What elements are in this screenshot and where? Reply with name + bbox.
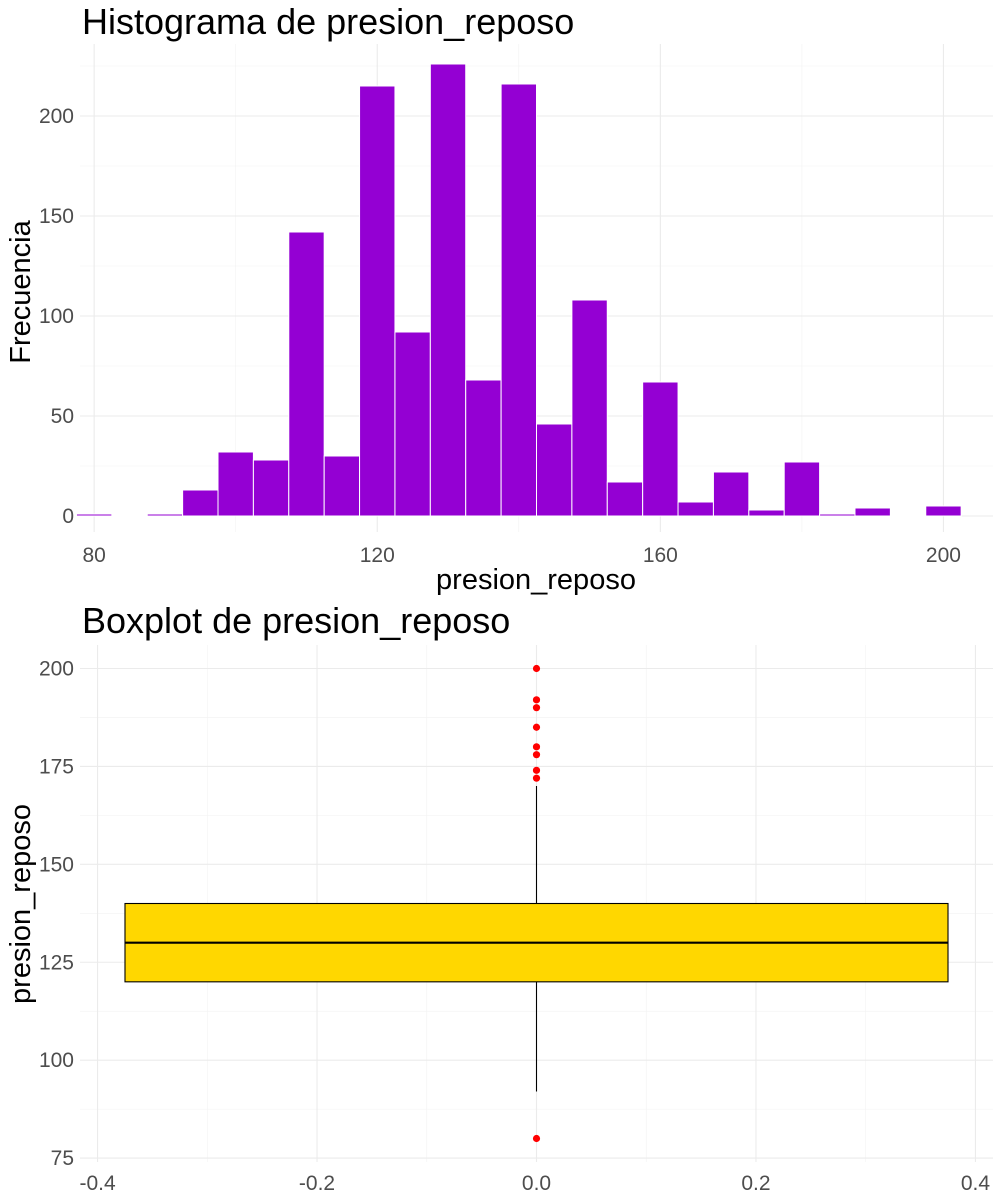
histogram-bar — [323, 455, 361, 517]
boxplot-marks — [124, 664, 949, 1143]
boxplot-panel: Boxplot de presion_reposo -0.4 -0.2 0.0 0.2… — [5, 600, 993, 1195]
histogram-bar — [606, 481, 644, 517]
histogram-y-axis-title: Frecuencia — [5, 219, 37, 363]
histogram-bar — [677, 501, 714, 517]
histogram-bar — [712, 471, 750, 517]
histogram-bar — [394, 331, 431, 517]
histogram-panel: Histograma de presion_reposo 80 120 160 200… — [5, 1, 993, 596]
boxplot-outlier-point — [532, 743, 541, 751]
histogram-bar — [465, 379, 502, 517]
boxplot-x-tick-label: 0.0 — [522, 1172, 551, 1195]
boxplot-title: Boxplot de presion_reposo — [82, 600, 510, 641]
histogram-title: Histograma de presion_reposo — [82, 1, 574, 42]
boxplot-outlier-point — [532, 664, 541, 673]
histogram-bar — [854, 507, 891, 517]
histogram-y-tick-label: 0 — [62, 505, 74, 528]
histogram-bar — [500, 83, 537, 517]
histogram-bars — [75, 63, 962, 518]
boxplot-outlier-point — [532, 774, 541, 782]
boxplot-y-axis-title: presion_reposo — [5, 804, 37, 1004]
histogram-bar — [889, 515, 927, 518]
boxplot-outlier-point — [532, 766, 541, 774]
boxplot-y-tick-label: 100 — [39, 1049, 74, 1072]
histogram-bar — [288, 231, 325, 517]
boxplot-x-tick-label: 0.2 — [741, 1172, 770, 1195]
boxplot-x-tick-label: -0.2 — [299, 1172, 335, 1195]
histogram-y-tick-label: 50 — [51, 405, 74, 428]
histogram-y-tick-label: 150 — [39, 205, 74, 228]
boxplot-x-tick-label: 0.4 — [961, 1172, 991, 1195]
histogram-bar — [536, 423, 573, 517]
boxplot-y-ticks: 75 100 125 150 175 200 — [39, 658, 74, 1171]
histogram-bar — [571, 299, 608, 517]
boxplot-y-tick-label: 75 — [51, 1147, 74, 1170]
boxplot-x-ticks: -0.4 -0.2 0.0 0.2 0.4 — [79, 1172, 990, 1195]
histogram-bar — [359, 85, 396, 517]
boxplot-outlier-point — [532, 704, 541, 712]
histogram-bar — [217, 451, 254, 517]
histogram-x-tick-label: 80 — [82, 544, 105, 567]
histogram-bar — [783, 461, 821, 517]
histogram-bar — [111, 515, 148, 518]
histogram-x-ticks: 80 120 160 200 — [82, 544, 961, 567]
histogram-x-tick-label: 120 — [360, 544, 395, 567]
histogram-bar — [182, 489, 219, 517]
boxplot-y-tick-label: 175 — [39, 755, 74, 778]
histogram-bar — [252, 459, 290, 517]
boxplot-outlier-point — [532, 1134, 541, 1143]
histogram-bar — [146, 513, 184, 517]
histogram-bar — [925, 505, 962, 517]
histogram-bar — [748, 509, 785, 517]
boxplot-y-tick-label: 200 — [39, 658, 74, 681]
histogram-bar — [75, 513, 113, 517]
boxplot-outlier-point — [532, 696, 541, 704]
histogram-y-ticks: 0 50 100 150 200 — [39, 105, 74, 528]
boxplot-outlier-point — [532, 723, 541, 731]
histogram-bar — [642, 381, 679, 517]
histogram-y-tick-label: 200 — [39, 105, 74, 128]
histogram-bar — [429, 63, 467, 517]
histogram-x-tick-label: 200 — [926, 544, 961, 567]
boxplot-y-tick-label: 150 — [39, 853, 74, 876]
boxplot-y-tick-label: 125 — [39, 951, 74, 974]
histogram-bar — [819, 513, 856, 517]
histogram-x-axis-title: presion_reposo — [436, 564, 636, 596]
histogram-y-tick-label: 100 — [39, 305, 74, 328]
boxplot-outlier-point — [532, 751, 541, 759]
histogram-x-tick-label: 160 — [643, 544, 678, 567]
boxplot-x-tick-label: -0.4 — [79, 1172, 116, 1195]
